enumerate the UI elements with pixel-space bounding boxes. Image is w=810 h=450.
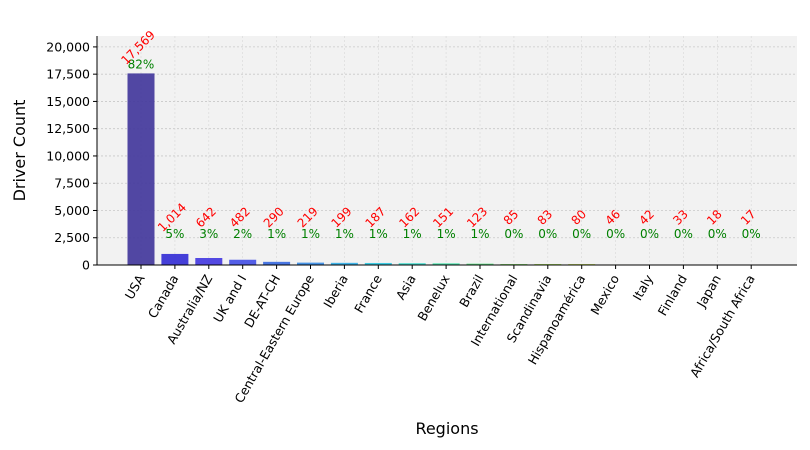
x-tick-label: Italy xyxy=(630,271,657,303)
percent-label: 0% xyxy=(538,227,557,241)
bar xyxy=(432,263,460,265)
percent-label: 0% xyxy=(640,227,659,241)
y-tick-label: 17,500 xyxy=(46,67,90,82)
y-tick-label: 12,500 xyxy=(46,121,90,136)
percent-label: 0% xyxy=(708,227,727,241)
bar xyxy=(364,262,392,265)
x-tick-label: Brazil xyxy=(456,272,486,310)
bar xyxy=(263,261,291,265)
percent-label: 1% xyxy=(335,227,354,241)
x-axis-label: Regions xyxy=(415,419,478,438)
y-axis-label: Driver Count xyxy=(10,100,29,202)
percent-label: 0% xyxy=(572,227,591,241)
x-tick-label: Japan xyxy=(693,272,724,311)
percent-label: 1% xyxy=(369,227,388,241)
y-tick-label: 2,500 xyxy=(54,230,90,245)
bar xyxy=(297,262,324,265)
x-tick-label: USA xyxy=(122,272,148,302)
x-tick-label: Africa/South Africa xyxy=(687,272,758,380)
y-tick-label: 20,000 xyxy=(46,39,90,54)
bars xyxy=(127,73,765,265)
y-tick-label: 15,000 xyxy=(46,94,90,109)
x-tick-label: Finland xyxy=(655,272,690,318)
y-tick-labels: 0 2,500 5,000 7,500 10,000 12,500 15,000 17,500… xyxy=(46,39,97,273)
percent-label: 1% xyxy=(437,227,456,241)
percent-label: 82% xyxy=(128,57,155,71)
percent-label: 0% xyxy=(606,227,625,241)
x-tick-label: Iberia xyxy=(320,272,351,310)
y-tick-label: 5,000 xyxy=(54,203,90,218)
x-tick-label: Canada xyxy=(145,272,182,321)
percent-label: 1% xyxy=(301,227,320,241)
percent-label: 0% xyxy=(742,227,761,241)
x-tick-label: Benelux xyxy=(414,272,452,323)
bar xyxy=(195,257,223,265)
y-tick-label: 7,500 xyxy=(54,176,90,191)
percent-label: 1% xyxy=(267,227,286,241)
x-tick-label: Mexico xyxy=(587,272,622,317)
percent-label: 0% xyxy=(504,227,523,241)
y-tick-label: 0 xyxy=(82,258,90,273)
percent-label: 1% xyxy=(470,227,489,241)
bar xyxy=(127,73,155,265)
x-tick-label: France xyxy=(351,272,385,316)
bar xyxy=(161,253,189,265)
percent-label: 2% xyxy=(233,227,252,241)
y-tick-label: 10,000 xyxy=(46,148,90,163)
percent-label: 1% xyxy=(403,227,422,241)
bar xyxy=(398,263,426,265)
bar xyxy=(229,259,257,265)
percent-label: 3% xyxy=(199,227,218,241)
bar xyxy=(330,262,358,265)
x-tick-label: Asia xyxy=(393,272,419,302)
percent-label: 0% xyxy=(674,227,693,241)
bar xyxy=(466,263,494,265)
percent-label: 5% xyxy=(165,227,184,241)
